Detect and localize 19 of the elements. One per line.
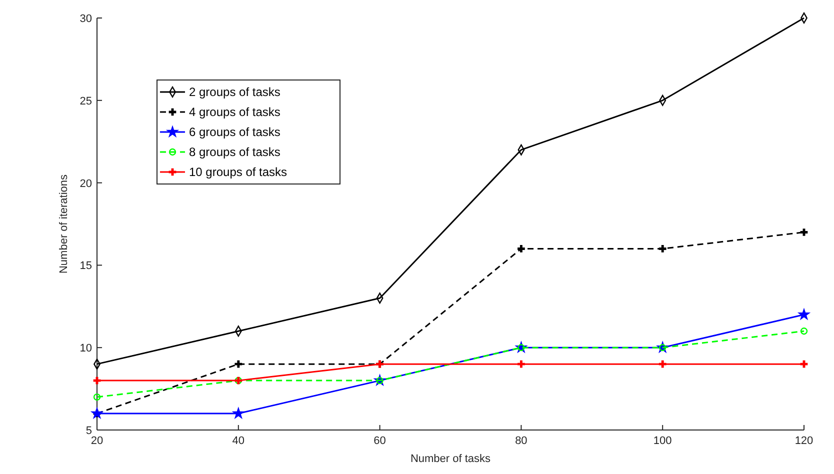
y-tick-label: 20 xyxy=(80,178,92,190)
x-tick-label: 100 xyxy=(653,435,672,447)
x-tick-label: 80 xyxy=(515,435,528,447)
y-tick-label: 5 xyxy=(86,425,92,437)
y-tick-label: 30 xyxy=(80,13,92,25)
x-tick-label: 20 xyxy=(90,435,104,447)
y-tick-label: 10 xyxy=(80,342,92,355)
legend-label: 10 groups of tasks xyxy=(189,165,288,179)
x-tick-label: 40 xyxy=(232,435,245,447)
x-tick-label: 60 xyxy=(374,435,386,447)
x-tick-label: 120 xyxy=(794,435,814,447)
legend-label: 6 groups of tasks xyxy=(189,125,280,139)
legend-label: 4 groups of tasks xyxy=(189,105,280,119)
y-axis-title: Number of iterations xyxy=(58,174,70,274)
y-tick-label: 15 xyxy=(80,260,92,272)
x-axis-title: Number of tasks xyxy=(410,453,492,465)
legend-label: 2 groups of tasks xyxy=(189,85,280,99)
y-tick-label: 25 xyxy=(80,95,92,108)
legend-label: 8 groups of tasks xyxy=(189,145,280,159)
